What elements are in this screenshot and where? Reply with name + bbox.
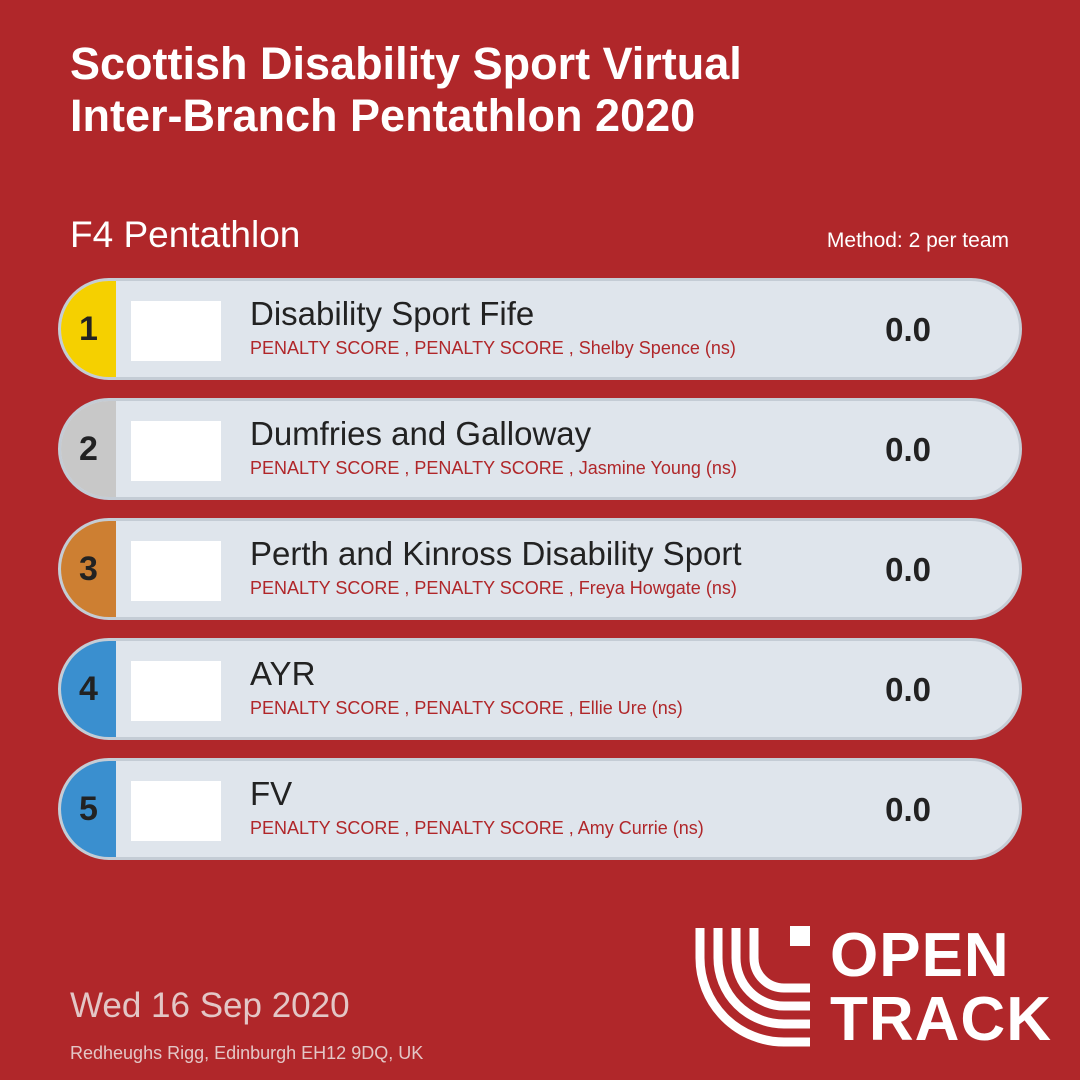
team-name: FV [250,775,293,812]
team-name: Perth and Kinross Disability Sport [250,535,742,572]
team-score: 0.0 [885,671,931,708]
result-row: 4 AYR PENALTY SCORE , PENALTY SCORE , El… [58,638,1022,740]
team-name: AYR [250,655,316,692]
team-members: PENALTY SCORE , PENALTY SCORE , Ellie Ur… [250,698,683,718]
opentrack-logo: OPEN TRACK [694,922,1051,1052]
brand-line-1: OPEN [830,921,1010,990]
page-title: Scottish Disability Sport Virtual Inter-… [70,38,1010,142]
team-logo [131,781,221,841]
team-name: Dumfries and Galloway [250,415,592,452]
team-members: PENALTY SCORE , PENALTY SCORE , Amy Curr… [250,818,704,838]
team-members: PENALTY SCORE , PENALTY SCORE , Shelby S… [250,338,736,358]
position-badge: 2 [61,401,116,497]
brand-line-2: TRACK [830,985,1052,1054]
team-members: PENALTY SCORE , PENALTY SCORE , Freya Ho… [250,578,737,598]
team-score: 0.0 [885,791,931,828]
team-logo [131,661,221,721]
result-row: 3 Perth and Kinross Disability Sport PEN… [58,518,1022,620]
position-badge: 1 [61,281,116,377]
team-score: 0.0 [885,431,931,468]
title-line-1: Scottish Disability Sport Virtual [70,38,742,89]
title-line-2: Inter-Branch Pentathlon 2020 [70,90,696,141]
event-date: Wed 16 Sep 2020 [70,986,350,1025]
brand-wordmark: OPEN TRACK [830,924,1052,1052]
event-venue: Redheughs Rigg, Edinburgh EH12 9DQ, UK [70,1043,424,1063]
team-name: Disability Sport Fife [250,295,535,332]
position-badge: 4 [61,641,116,737]
team-score: 0.0 [885,311,931,348]
result-row: 2 Dumfries and Galloway PENALTY SCORE , … [58,398,1022,500]
event-name: F4 Pentathlon [70,214,301,255]
position-badge: 5 [61,761,116,857]
team-logo [131,541,221,601]
scoring-method: Method: 2 per team [826,229,1009,252]
result-row: 5 FV PENALTY SCORE , PENALTY SCORE , Amy… [58,758,1022,860]
result-row: 1 Disability Sport Fife PENALTY SCORE , … [58,278,1022,380]
opentrack-stripes-logo-icon [695,926,810,1047]
team-logo [131,301,221,361]
team-logo [131,421,221,481]
team-score: 0.0 [885,551,931,588]
team-members: PENALTY SCORE , PENALTY SCORE , Jasmine … [250,458,737,478]
position-badge: 3 [61,521,116,617]
results-list: 1 Disability Sport Fife PENALTY SCORE , … [58,278,1022,878]
